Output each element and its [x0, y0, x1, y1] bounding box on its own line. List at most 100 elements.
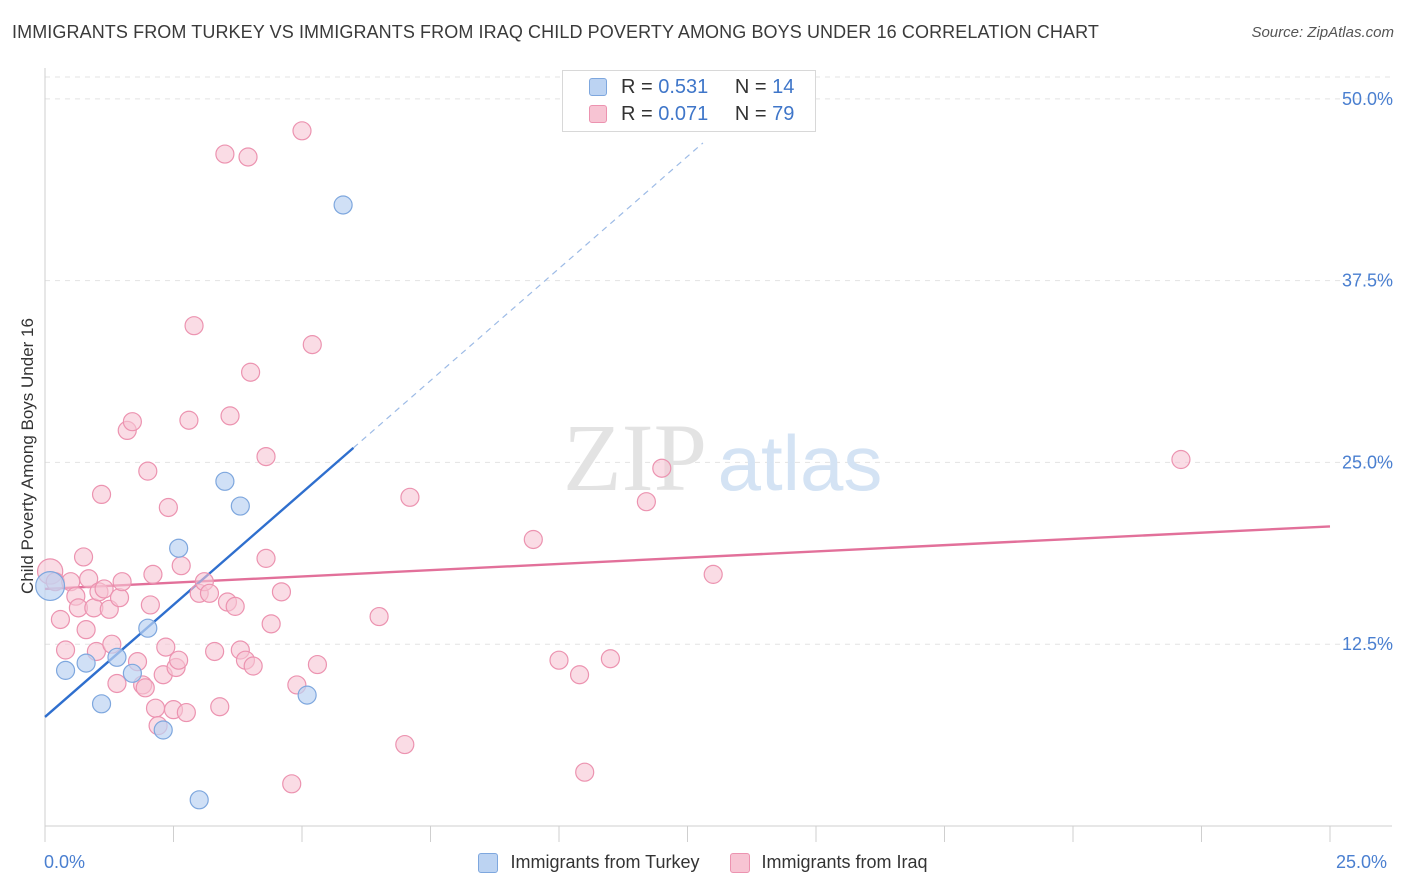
iraq-point-31 — [156, 637, 176, 657]
iraq-point-51 — [238, 147, 258, 167]
iraq-point-13 — [91, 484, 112, 505]
iraq-point-47 — [220, 406, 240, 426]
y-axis-label: Child Poverty Among Boys Under 16 — [18, 318, 37, 594]
turkey-point-9 — [189, 790, 209, 810]
turkey-point-11 — [230, 496, 250, 516]
iraq-swatch — [589, 105, 607, 123]
turkey-point-10 — [215, 471, 235, 491]
iraq-point-18 — [109, 588, 130, 608]
iraq-point-35 — [169, 650, 189, 670]
turkey-r-label: R = — [621, 75, 653, 98]
y-tick-label-2: 37.5% — [1342, 271, 1393, 291]
x-min-label: 0.0% — [44, 852, 86, 872]
turkey-r-value: 0.531 — [658, 75, 709, 98]
iraq-point-21 — [122, 412, 142, 432]
y-tick-label-0: 12.5% — [1342, 634, 1393, 654]
iraq-point-9 — [79, 569, 99, 589]
iraq-point-62 — [307, 654, 328, 675]
iraq-trend-line — [44, 525, 1331, 591]
iraq-point-27 — [143, 564, 163, 584]
series-legend: Immigrants from Turkey Immigrants from I… — [0, 852, 1406, 873]
watermark-zip: ZIP — [563, 404, 707, 511]
iraq-point-58 — [282, 774, 302, 794]
iraq-point-56 — [261, 614, 281, 634]
legend-iraq-swatch — [729, 852, 750, 873]
iraq-n-value: 79 — [772, 102, 795, 125]
iraq-point-37 — [176, 702, 196, 723]
iraq-point-53 — [243, 656, 263, 676]
turkey-point-3 — [91, 694, 112, 714]
iraq-point-39 — [184, 316, 204, 336]
iraq-point-52 — [241, 362, 261, 382]
source-label: Source: ZipAtlas.com — [1251, 24, 1394, 41]
y-tick-labels: 12.5% 25.0% 37.5% 50.0% — [1342, 89, 1393, 654]
iraq-point-36 — [171, 556, 191, 576]
iraq-point-70 — [600, 649, 621, 669]
legend-iraq-label: Immigrants from Iraq — [761, 852, 928, 872]
legend-item-iraq[interactable]: Immigrants from Iraq — [729, 852, 928, 873]
iraq-point-19 — [112, 572, 132, 592]
iraq-point-17 — [107, 673, 127, 694]
iraq-point-25 — [138, 461, 158, 481]
iraq-point-38 — [179, 410, 199, 430]
iraq-point-44 — [210, 697, 230, 717]
iraq-point-63 — [369, 606, 389, 627]
iraq-point-7 — [73, 547, 94, 567]
stats-legend-row-iraq: R = 0.071 N = 79 — [589, 102, 794, 126]
iraq-point-48 — [225, 596, 245, 616]
turkey-point-13 — [333, 195, 353, 215]
stats-legend-row-turkey: R = 0.531 N = 14 — [589, 75, 794, 99]
watermark-atlas: atlas — [718, 419, 883, 507]
iraq-point-68 — [569, 665, 590, 685]
turkey-point-12 — [297, 685, 317, 705]
iraq-n-label: N = — [734, 102, 767, 125]
turkey-n-value: 14 — [772, 75, 795, 98]
y-tick-label-1: 25.0% — [1342, 452, 1393, 472]
turkey-n-label: N = — [734, 75, 767, 98]
turkey-point-2 — [76, 653, 96, 673]
iraq-point-14 — [94, 579, 114, 599]
iraq-point-67 — [549, 650, 569, 670]
legend-turkey-label: Immigrants from Turkey — [510, 852, 700, 872]
stats-legend: R = 0.531 N = 14 R = 0.071 N = 79 — [562, 70, 816, 132]
iraq-point-72 — [652, 458, 672, 478]
iraq-point-32 — [158, 497, 178, 518]
iraq-point-24 — [135, 678, 155, 698]
legend-item-turkey[interactable]: Immigrants from Turkey — [478, 852, 700, 873]
chart-title: IMMIGRANTS FROM TURKEY VS IMMIGRANTS FRO… — [12, 22, 1099, 42]
iraq-point-28 — [145, 698, 166, 718]
iraq-point-64 — [395, 734, 415, 755]
iraq-point-66 — [523, 529, 543, 550]
iraq-point-26 — [140, 595, 160, 615]
iraq-point-73 — [703, 564, 723, 584]
iraq-point-69 — [575, 762, 595, 782]
iraq-point-3 — [55, 640, 76, 660]
watermark: ZIP atlas — [563, 404, 882, 511]
legend-turkey-swatch — [478, 852, 499, 873]
turkey-point-5 — [122, 663, 142, 683]
data-points — [35, 121, 1191, 810]
turkey-point-7 — [153, 720, 173, 740]
turkey-trend-extension — [353, 142, 704, 449]
turkey-point-6 — [138, 618, 158, 638]
iraq-point-61 — [302, 335, 322, 355]
turkey-point-4 — [107, 647, 127, 667]
iraq-point-54 — [256, 446, 276, 467]
turkey-swatch — [589, 78, 607, 96]
axes — [44, 68, 1392, 842]
iraq-point-71 — [636, 492, 656, 512]
iraq-r-value: 0.071 — [658, 102, 709, 125]
iraq-point-57 — [271, 582, 292, 602]
iraq-point-65 — [400, 487, 420, 507]
y-tick-label-3: 50.0% — [1342, 89, 1393, 109]
iraq-point-60 — [292, 121, 312, 141]
x-max-label: 25.0% — [1336, 852, 1388, 872]
iraq-point-43 — [205, 641, 225, 662]
turkey-point-8 — [169, 538, 189, 558]
iraq-point-42 — [199, 583, 220, 603]
iraq-point-55 — [256, 548, 276, 568]
iraq-point-45 — [215, 144, 235, 164]
turkey-point-1 — [55, 660, 76, 680]
iraq-r-label: R = — [621, 102, 653, 125]
